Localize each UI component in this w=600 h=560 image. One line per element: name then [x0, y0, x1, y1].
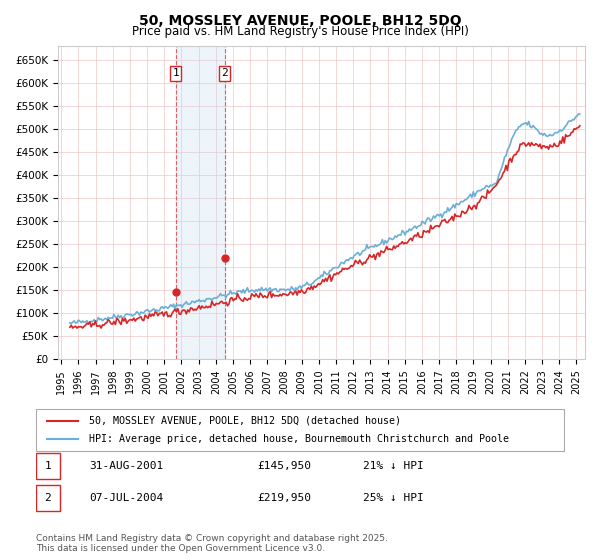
Text: Price paid vs. HM Land Registry's House Price Index (HPI): Price paid vs. HM Land Registry's House … [131, 25, 469, 38]
Text: 1: 1 [172, 68, 179, 78]
Text: 25% ↓ HPI: 25% ↓ HPI [364, 493, 424, 503]
Text: Contains HM Land Registry data © Crown copyright and database right 2025.
This d: Contains HM Land Registry data © Crown c… [36, 534, 388, 553]
Bar [176, 46, 225, 359]
Text: 1: 1 [44, 461, 51, 471]
FancyBboxPatch shape [36, 453, 60, 479]
Text: 50, MOSSLEY AVENUE, POOLE, BH12 5DQ (detached house): 50, MOSSLEY AVENUE, POOLE, BH12 5DQ (det… [89, 416, 401, 426]
Text: 2: 2 [221, 68, 228, 78]
Text: 31-AUG-2001: 31-AUG-2001 [89, 461, 163, 471]
Text: 21% ↓ HPI: 21% ↓ HPI [364, 461, 424, 471]
Text: £145,950: £145,950 [258, 461, 312, 471]
Text: 50, MOSSLEY AVENUE, POOLE, BH12 5DQ: 50, MOSSLEY AVENUE, POOLE, BH12 5DQ [139, 14, 461, 28]
FancyBboxPatch shape [36, 409, 564, 451]
Text: 2: 2 [44, 493, 51, 503]
Text: £219,950: £219,950 [258, 493, 312, 503]
Text: HPI: Average price, detached house, Bournemouth Christchurch and Poole: HPI: Average price, detached house, Bour… [89, 434, 509, 444]
FancyBboxPatch shape [36, 486, 60, 511]
Text: 07-JUL-2004: 07-JUL-2004 [89, 493, 163, 503]
